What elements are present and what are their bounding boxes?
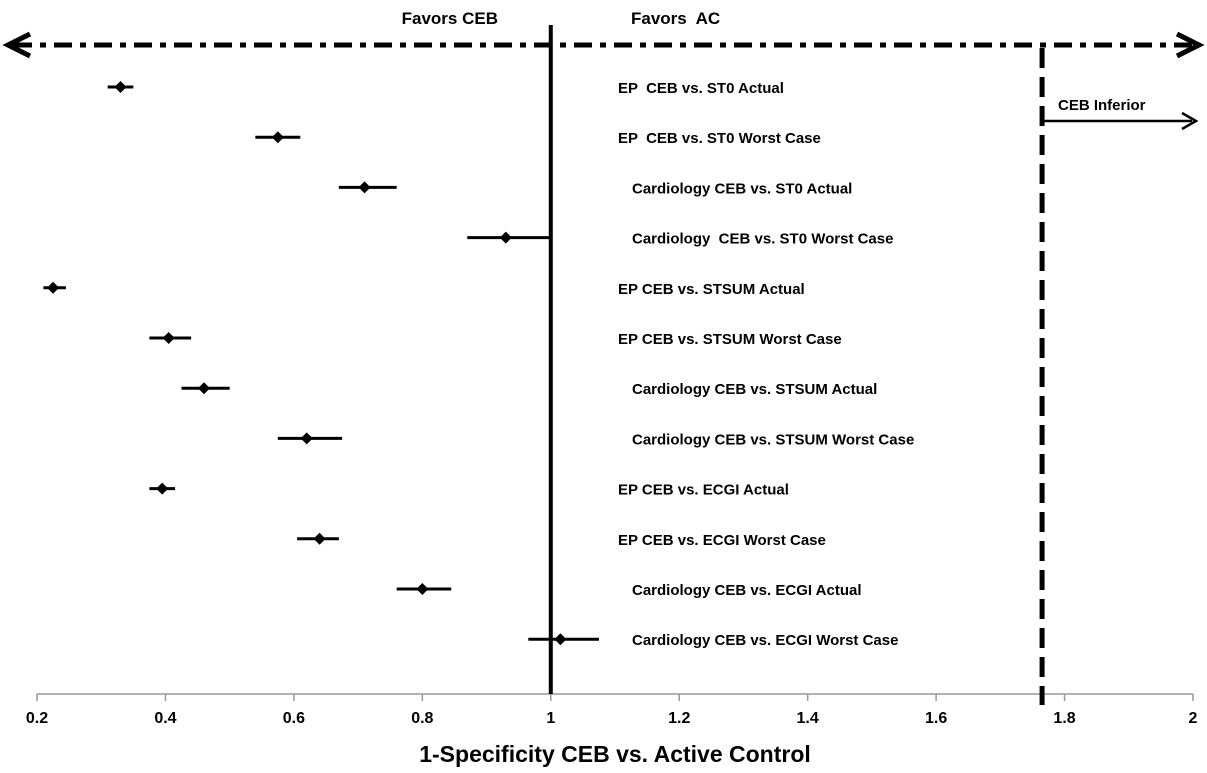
forest-row: EP CEB vs. ST0 Actual [107,80,784,97]
favors-ac-label: Favors AC [631,9,720,28]
row-label: EP CEB vs. ECGI Worst Case [618,532,826,549]
row-label: EP CEB vs. STSUM Worst Case [618,331,842,348]
row-label: Cardiology CEB vs. ST0 Worst Case [632,231,893,248]
point-estimate-marker [554,633,567,646]
forest-row: Cardiology CEB vs. STSUM Actual [181,381,877,398]
forest-row: Cardiology CEB vs. ST0 Worst Case [467,231,893,248]
point-estimate-marker [156,482,169,495]
x-tick-label: 0.2 [26,710,48,727]
point-estimate-marker [162,332,175,344]
point-estimate-marker [300,432,313,445]
row-label: EP CEB vs. ST0 Actual [618,80,784,97]
row-label: EP CEB vs. ST0 Worst Case [618,130,821,147]
x-axis-ticks: 0.2 0.4 0.6 0.8 1 1.2 1.4 1.6 1.8 2 [26,694,1198,727]
point-estimate-marker [499,231,512,244]
x-tick-label: 0.4 [154,710,176,727]
x-axis-label: 1-Specificity CEB vs. Active Control [419,741,811,767]
forest-row: EP CEB vs. ECGI Worst Case [297,532,826,549]
row-label: Cardiology CEB vs. ST0 Actual [632,180,852,197]
row-label: EP CEB vs. ECGI Actual [618,482,789,499]
point-estimate-marker [416,583,429,595]
row-label: Cardiology CEB vs. STSUM Worst Case [632,431,914,448]
point-estimate-marker [47,281,60,294]
point-estimate-marker [271,131,284,144]
forest-rows: EP CEB vs. ST0 Actual EP CEB vs. ST0 Wors… [43,80,914,649]
x-tick-label: 0.6 [283,710,305,727]
row-label: Cardiology CEB vs. ECGI Worst Case [632,632,898,649]
point-estimate-marker [358,181,371,194]
x-tick-label: 1 [546,710,555,727]
forest-row: Cardiology CEB vs. ECGI Worst Case [528,632,898,649]
x-tick-label: 0.8 [411,710,433,727]
ceb-inferior-arrow-head [1181,111,1199,131]
ceb-inferior-arrow [1042,111,1199,131]
ceb-inferior-label: CEB Inferior [1058,97,1146,114]
forest-row: EP CEB vs. STSUM Actual [43,281,805,298]
x-tick-label: 1.2 [668,710,690,727]
forest-row: Cardiology CEB vs. ECGI Actual [396,582,862,599]
x-tick-label: 1.4 [797,710,819,727]
point-estimate-marker [197,382,210,395]
favors-arrow-right-head [1175,31,1205,59]
row-label: EP CEB vs. STSUM Actual [618,281,805,298]
forest-row: EP CEB vs. STSUM Worst Case [149,331,842,348]
forest-row: Cardiology CEB vs. ST0 Actual [338,180,852,197]
forest-row: EP CEB vs. ECGI Actual [149,482,789,499]
point-estimate-marker [313,532,326,545]
forest-row: Cardiology CEB vs. STSUM Worst Case [277,431,914,448]
favors-ceb-label: Favors CEB [402,9,498,28]
forest-row: EP CEB vs. ST0 Worst Case [255,130,821,147]
x-tick-label: 2 [1189,710,1198,727]
row-label: Cardiology CEB vs. STSUM Actual [632,381,877,398]
favors-arrow-left-head [2,31,32,59]
point-estimate-marker [114,81,127,93]
x-tick-label: 1.8 [1053,710,1075,727]
x-tick-label: 1.6 [925,710,947,727]
row-label: Cardiology CEB vs. ECGI Actual [632,582,862,599]
favors-double-arrow [2,31,1205,59]
